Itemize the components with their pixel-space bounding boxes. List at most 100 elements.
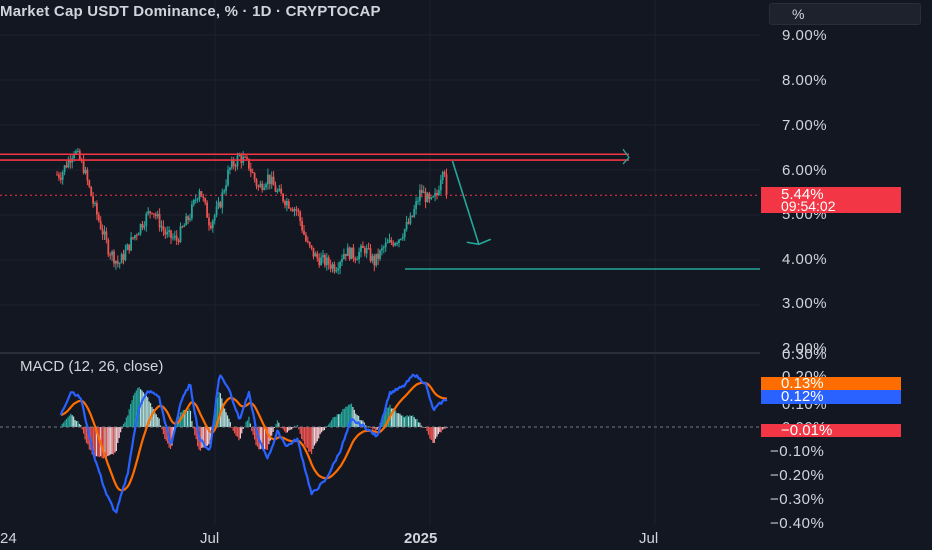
candle-body bbox=[428, 193, 431, 199]
candle-body bbox=[238, 155, 241, 157]
histogram-bar bbox=[236, 427, 239, 437]
histogram-bar bbox=[298, 427, 300, 430]
candle-body bbox=[322, 255, 324, 258]
signal-value-badge: 0.13% bbox=[761, 376, 901, 391]
histogram-bar bbox=[226, 415, 229, 427]
histogram-bar bbox=[189, 410, 192, 427]
macd-tick: 0.30% bbox=[782, 346, 828, 363]
histogram-bar bbox=[115, 427, 117, 451]
candle-body bbox=[109, 254, 112, 256]
candle-body bbox=[234, 165, 237, 167]
candle-body bbox=[286, 201, 288, 206]
histogram-bar bbox=[131, 400, 133, 427]
histogram-bar bbox=[216, 397, 219, 427]
histogram-bar bbox=[383, 414, 385, 427]
histogram-bar bbox=[342, 408, 344, 427]
candle-body bbox=[371, 255, 374, 261]
candle-body bbox=[401, 237, 404, 239]
candle-body bbox=[94, 203, 96, 205]
candle-body bbox=[312, 247, 315, 257]
histogram-bar bbox=[110, 427, 112, 455]
histogram-bar bbox=[65, 418, 68, 427]
projection-arrow[interactable] bbox=[451, 160, 480, 245]
candle-body bbox=[369, 248, 372, 261]
candle-body bbox=[331, 264, 334, 269]
histogram-bar bbox=[312, 427, 314, 449]
histogram-bar bbox=[222, 403, 224, 427]
candle-body bbox=[276, 190, 279, 192]
histogram-bar bbox=[396, 413, 398, 427]
candle-body bbox=[73, 153, 75, 159]
unit-selector[interactable]: % bbox=[769, 3, 921, 25]
candle-body bbox=[360, 245, 362, 252]
histogram-bar bbox=[162, 427, 164, 435]
histogram-bar bbox=[386, 407, 388, 427]
histogram-bar bbox=[410, 415, 412, 427]
candle-body bbox=[105, 231, 108, 240]
candle-body bbox=[227, 169, 229, 186]
histogram-bar bbox=[416, 418, 418, 427]
candle-body bbox=[278, 188, 281, 191]
drawings[interactable] bbox=[0, 148, 760, 270]
candle-body bbox=[333, 264, 336, 272]
candle-body bbox=[263, 187, 265, 190]
histogram-bar bbox=[95, 427, 98, 457]
histogram-bar bbox=[265, 427, 267, 450]
histogram-bar bbox=[415, 419, 417, 427]
histogram-bar bbox=[340, 411, 343, 427]
histogram-bar bbox=[182, 409, 184, 427]
histogram-bar bbox=[125, 417, 127, 427]
histogram-bar bbox=[319, 427, 321, 435]
histogram-bar bbox=[262, 427, 264, 450]
histogram-bar bbox=[149, 403, 152, 427]
candle-body bbox=[434, 192, 436, 197]
histogram-bar bbox=[407, 416, 410, 427]
candle-body bbox=[424, 191, 427, 203]
candle-body bbox=[253, 173, 256, 180]
histogram-bar bbox=[261, 427, 263, 449]
histogram-bar bbox=[171, 427, 173, 446]
indicator-label[interactable]: MACD (12, 26, close) bbox=[20, 358, 164, 375]
candle-body bbox=[409, 215, 412, 224]
histogram-bar bbox=[417, 422, 420, 427]
price-tick: 8.00% bbox=[782, 72, 828, 89]
histogram-bar bbox=[215, 403, 217, 427]
histogram-bar bbox=[107, 427, 109, 457]
histogram-bar bbox=[273, 427, 276, 428]
histogram-bar bbox=[120, 427, 122, 433]
histogram-bar bbox=[332, 417, 334, 427]
candle-body bbox=[208, 217, 210, 226]
histogram-bar bbox=[293, 425, 296, 427]
candle-body bbox=[67, 159, 70, 168]
histogram-bar bbox=[135, 390, 137, 427]
histogram-bar bbox=[68, 415, 70, 427]
price-tick: 2.00% bbox=[782, 340, 828, 357]
candle-body bbox=[170, 230, 172, 239]
candle-body bbox=[287, 201, 290, 209]
unit-label: % bbox=[792, 6, 805, 22]
histogram-bar bbox=[333, 416, 335, 427]
candle-body bbox=[352, 247, 355, 259]
candle-body bbox=[147, 211, 150, 214]
histogram-bar bbox=[320, 427, 323, 433]
candle-body bbox=[179, 226, 182, 242]
histogram-bar bbox=[128, 409, 130, 427]
histogram-bar bbox=[71, 415, 73, 427]
candle-body bbox=[362, 245, 364, 249]
candle-body bbox=[219, 202, 222, 208]
candle-body bbox=[324, 255, 326, 266]
histogram-bar bbox=[373, 427, 375, 429]
candle-body bbox=[115, 260, 117, 264]
macd-tick: −0.30% bbox=[770, 491, 825, 508]
candle-body bbox=[344, 253, 347, 257]
macd-tick: −0.10% bbox=[770, 443, 825, 460]
histogram-bar bbox=[242, 427, 244, 429]
histogram-bar bbox=[338, 414, 340, 427]
histogram-bar bbox=[63, 422, 65, 427]
candle-body bbox=[297, 210, 300, 212]
candle-body bbox=[343, 253, 345, 260]
candle-body bbox=[130, 237, 132, 251]
candle-body bbox=[191, 204, 193, 219]
histogram-bar bbox=[269, 427, 271, 441]
